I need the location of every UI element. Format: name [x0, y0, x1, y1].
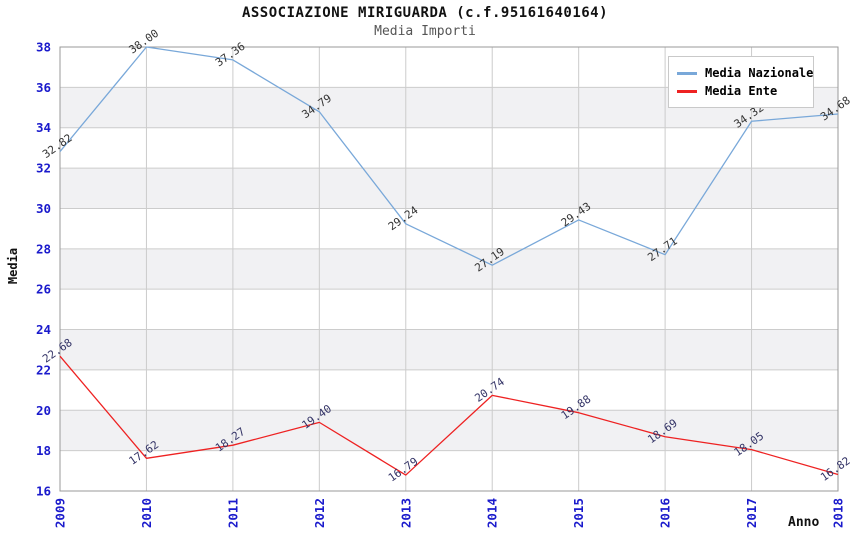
legend-swatch-nazionale-icon	[677, 71, 697, 75]
x-axis-label: Anno	[788, 515, 820, 530]
svg-text:16: 16	[36, 484, 51, 499]
svg-text:24: 24	[36, 322, 51, 337]
legend-swatch-ente-icon	[677, 89, 697, 93]
svg-text:20.74: 20.74	[472, 375, 507, 405]
svg-text:38: 38	[36, 40, 51, 55]
svg-text:2013: 2013	[398, 498, 413, 528]
legend-label-nazionale: Media Nazionale	[705, 66, 814, 80]
svg-text:2017: 2017	[744, 498, 759, 528]
svg-text:34: 34	[36, 120, 51, 135]
svg-text:18: 18	[36, 443, 51, 458]
svg-text:30: 30	[36, 201, 51, 216]
svg-text:16.79: 16.79	[386, 455, 421, 485]
svg-text:2010: 2010	[139, 498, 154, 528]
legend-item-media-nazionale: Media Nazionale	[677, 64, 813, 82]
svg-text:2011: 2011	[225, 498, 240, 528]
svg-text:2009: 2009	[53, 498, 68, 528]
chart-title: ASSOCIAZIONE MIRIGUARDA (c.f.95161640164…	[241, 5, 609, 21]
legend-label-ente: Media Ente	[705, 84, 778, 98]
svg-text:32: 32	[36, 161, 51, 176]
svg-text:26: 26	[36, 282, 51, 297]
svg-text:28: 28	[36, 241, 51, 256]
y-axis-label: Media	[6, 247, 20, 285]
svg-text:2015: 2015	[571, 498, 586, 528]
svg-text:16.82: 16.82	[818, 454, 850, 484]
legend: Media Nazionale Media Ente	[668, 56, 814, 108]
svg-text:32.82: 32.82	[40, 131, 75, 161]
chart-subtitle: Media Importi	[374, 24, 476, 39]
svg-text:2018: 2018	[831, 498, 846, 528]
svg-text:36: 36	[36, 80, 51, 95]
svg-text:2016: 2016	[658, 498, 673, 528]
svg-text:20: 20	[36, 403, 51, 418]
legend-item-media-ente: Media Ente	[677, 82, 805, 100]
svg-text:22: 22	[36, 362, 51, 377]
svg-text:2014: 2014	[485, 498, 500, 528]
svg-text:2012: 2012	[312, 498, 327, 528]
